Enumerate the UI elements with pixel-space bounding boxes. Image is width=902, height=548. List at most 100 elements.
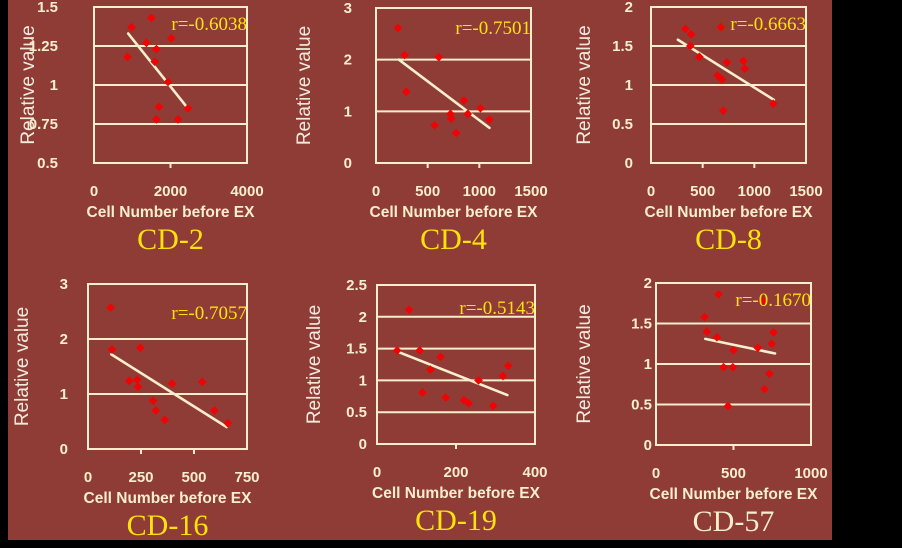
- data-point: [760, 384, 769, 394]
- data-point: [133, 382, 143, 392]
- y-tick-label: 0: [625, 155, 633, 172]
- y-tick-label: 0: [359, 436, 367, 453]
- y-axis-title: Relative value: [294, 26, 315, 145]
- data-point: [694, 52, 704, 62]
- data-point: [488, 401, 498, 411]
- data-point: [451, 128, 461, 138]
- y-tick-label: 3: [344, 0, 352, 17]
- y-tick-label: 2: [625, 0, 633, 16]
- data-point: [485, 115, 494, 124]
- data-point: [463, 109, 473, 119]
- data-point: [106, 303, 116, 313]
- data-point: [719, 362, 728, 372]
- x-tick-label: 0: [647, 183, 655, 200]
- data-point: [151, 406, 161, 415]
- y-tick-label: 1.5: [612, 38, 633, 55]
- data-point: [702, 327, 712, 336]
- y-tick-label: 1: [50, 77, 58, 94]
- y-tick-label: 1.5: [346, 341, 367, 358]
- data-point: [183, 104, 193, 113]
- y-tick-label: 1.5: [37, 0, 58, 16]
- data-point: [166, 33, 176, 43]
- y-tick-label: 1: [644, 356, 652, 373]
- data-point: [767, 339, 777, 349]
- y-axis-title: Relative value: [574, 25, 595, 144]
- data-point: [392, 346, 402, 355]
- x-tick-label: 0: [84, 469, 92, 486]
- data-point: [685, 41, 695, 51]
- data-point: [714, 289, 723, 299]
- chart-cd-19: r=-0.5143 0 0.5 1 1.5 2 2.5 0 200 400 Cell Number …: [304, 277, 548, 537]
- x-tick-label: 1500: [514, 183, 547, 200]
- correlation-label: r=-0.1670: [735, 290, 811, 311]
- data-point: [160, 415, 170, 425]
- x-axis-title: Cell Number before EX: [650, 486, 819, 503]
- plot-border: [87, 283, 248, 450]
- chart-title: CD-4: [420, 223, 487, 256]
- chart-title: CD-57: [693, 505, 775, 538]
- x-tick-label: 1000: [463, 183, 496, 200]
- data-point: [400, 50, 410, 60]
- x-tick-label: 500: [415, 183, 440, 200]
- data-point: [464, 398, 474, 408]
- data-point: [142, 38, 151, 48]
- plot-border: [375, 7, 532, 164]
- y-tick-label: 0.75: [29, 116, 58, 133]
- y-tick-label: 0.5: [612, 116, 633, 133]
- data-point: [474, 376, 483, 385]
- chart-cd-2: r=-0.6038 0.5 0.75 1 1.25 1.5 0 2000 4000 Cell Nu…: [18, 0, 264, 256]
- data-point: [729, 345, 738, 355]
- data-point: [167, 379, 177, 388]
- correlation-label: r=-0.5143: [459, 298, 535, 319]
- y-axis-title: Relative value: [574, 304, 595, 423]
- data-point: [127, 22, 136, 32]
- data-point: [723, 401, 733, 411]
- trend-line: [110, 353, 228, 429]
- data-point: [197, 377, 207, 387]
- y-tick-label: 2: [60, 331, 68, 348]
- data-point: [717, 75, 727, 84]
- data-point: [718, 106, 728, 116]
- y-tick-label: 2: [644, 275, 652, 292]
- data-point: [135, 343, 145, 353]
- data-point: [123, 52, 132, 62]
- chart-title: CD-2: [137, 223, 204, 256]
- trend-line: [676, 38, 776, 102]
- data-point: [765, 369, 774, 379]
- data-point: [686, 29, 696, 39]
- y-tick-label: 1: [344, 103, 352, 120]
- x-axis-title: Cell Number before EX: [372, 485, 541, 502]
- data-point: [503, 361, 513, 371]
- y-tick-label: 1: [60, 386, 68, 403]
- data-point: [434, 52, 444, 62]
- x-axis-title: Cell Number before EX: [87, 204, 256, 221]
- data-point: [209, 406, 219, 415]
- data-point: [436, 352, 445, 362]
- chart-title: CD-8: [695, 223, 762, 256]
- x-tick-label: 2000: [154, 183, 187, 200]
- y-tick-label: 1: [359, 372, 367, 389]
- chart-cd-8: r=-0.6663 0 0.5 1 1.5 2 0 500 1000 1500 Cell Numbe…: [574, 0, 823, 256]
- data-point: [728, 362, 738, 372]
- data-point: [173, 114, 183, 124]
- chart-cd-57: r=-0.1670 0 0.5 1 1.5 2 0 500 1000 Cell Number be…: [574, 275, 828, 538]
- x-axis-title: Cell Number before EX: [645, 204, 814, 221]
- data-point: [476, 103, 485, 113]
- data-point: [147, 13, 156, 23]
- data-point: [132, 375, 142, 385]
- x-axis-title: Cell Number before EX: [370, 204, 539, 221]
- x-tick-label: 200: [443, 464, 468, 481]
- chart-title: CD-16: [127, 509, 209, 542]
- data-point: [151, 114, 161, 124]
- x-tick-label: 500: [690, 183, 715, 200]
- y-tick-label: 2: [359, 309, 367, 326]
- correlation-label: r=-0.6663: [730, 14, 806, 35]
- y-tick-label: 1.25: [29, 38, 58, 55]
- data-point: [430, 120, 439, 130]
- trend-line: [396, 350, 509, 397]
- correlation-label: r=-0.7057: [171, 303, 247, 324]
- data-point: [393, 23, 403, 33]
- y-tick-label: 0.5: [346, 404, 367, 421]
